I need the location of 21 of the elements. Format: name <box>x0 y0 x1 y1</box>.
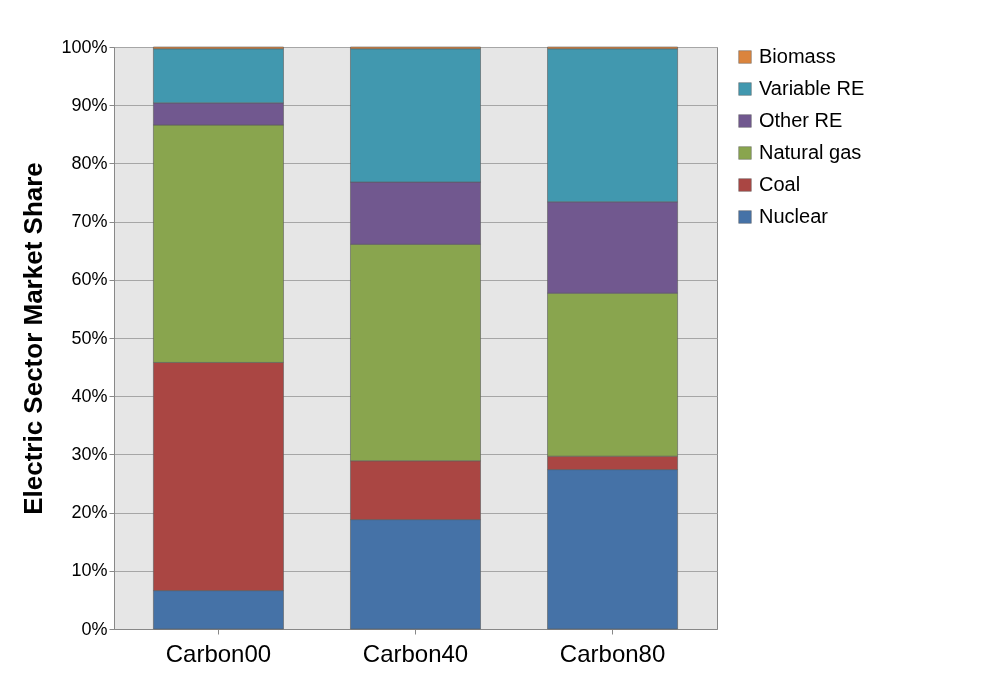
legend-label: Nuclear <box>759 205 829 227</box>
y-tick-label: 60% <box>71 269 108 290</box>
x-tick-label: Carbon00 <box>165 639 272 667</box>
y-tick-label: 10% <box>71 560 108 581</box>
y-tick-label: 0% <box>81 618 108 639</box>
x-tick-label: Carbon40 <box>362 639 469 667</box>
y-tick-label: 30% <box>71 443 108 464</box>
legend-label: Other RE <box>759 109 843 131</box>
y-tick-label: 40% <box>71 385 108 406</box>
legend-label: Coal <box>759 173 801 195</box>
y-tick-label: 20% <box>71 502 108 523</box>
x-tick-label: Carbon80 <box>559 639 666 667</box>
y-axis-title: Electric Sector Market Share <box>18 162 49 515</box>
y-tick-label: 100% <box>61 36 108 57</box>
y-tick-label: 90% <box>71 94 108 115</box>
legend-label: Variable RE <box>759 77 865 99</box>
y-tick-label: 50% <box>71 327 108 348</box>
y-tick-label: 80% <box>71 152 108 173</box>
legend-label: Natural gas <box>759 141 862 163</box>
legend-label: Biomass <box>759 45 836 67</box>
y-tick-label: 70% <box>71 211 108 232</box>
